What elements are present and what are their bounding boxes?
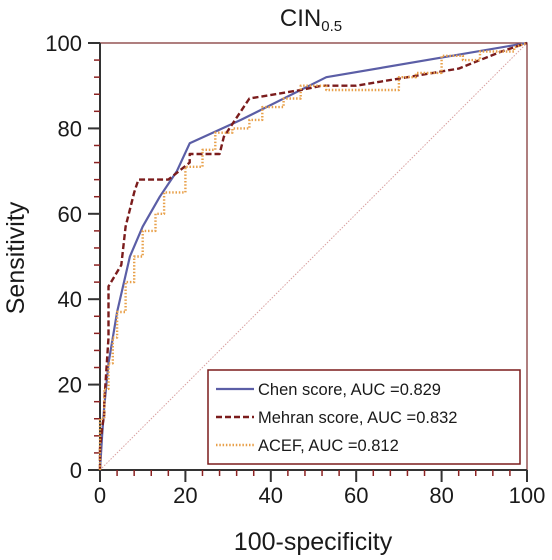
x-tick-label: 100 [509,483,546,508]
legend-label-2: Mehran score, AUC =0.832 [258,409,457,427]
y-tick-label: 0 [70,458,82,483]
y-tick-label: 40 [58,287,82,312]
legend: Chen score, AUC =0.829 Mehran score, AUC … [207,369,521,465]
legend-label-3: ACEF, AUC =0.812 [258,437,399,455]
y-tick-label: 60 [58,202,82,227]
x-tick-label: 80 [429,483,453,508]
plot-area: 0 20 40 60 80 100 0 20 40 60 80 100 [45,31,545,508]
x-tick-label: 20 [173,483,197,508]
legend-label-1: Chen score, AUC =0.829 [258,381,441,399]
x-tick-label: 40 [259,483,283,508]
legend-box [207,369,521,465]
x-tick-label: 0 [94,483,106,508]
chart-title-subscript: 0.5 [321,18,342,35]
y-tick-label: 20 [58,373,82,398]
y-tick-label: 100 [45,31,82,56]
x-tick-label: 60 [344,483,368,508]
series-line-3 [98,41,528,470]
y-tick-label: 80 [58,116,82,141]
chart-title-main: CIN [280,5,321,32]
y-axis-label: Sensitivity [2,201,30,314]
x-axis-label: 100-specificity [234,528,393,556]
series-line-2 [98,41,528,470]
chart-title: CIN0.5 [280,5,342,35]
